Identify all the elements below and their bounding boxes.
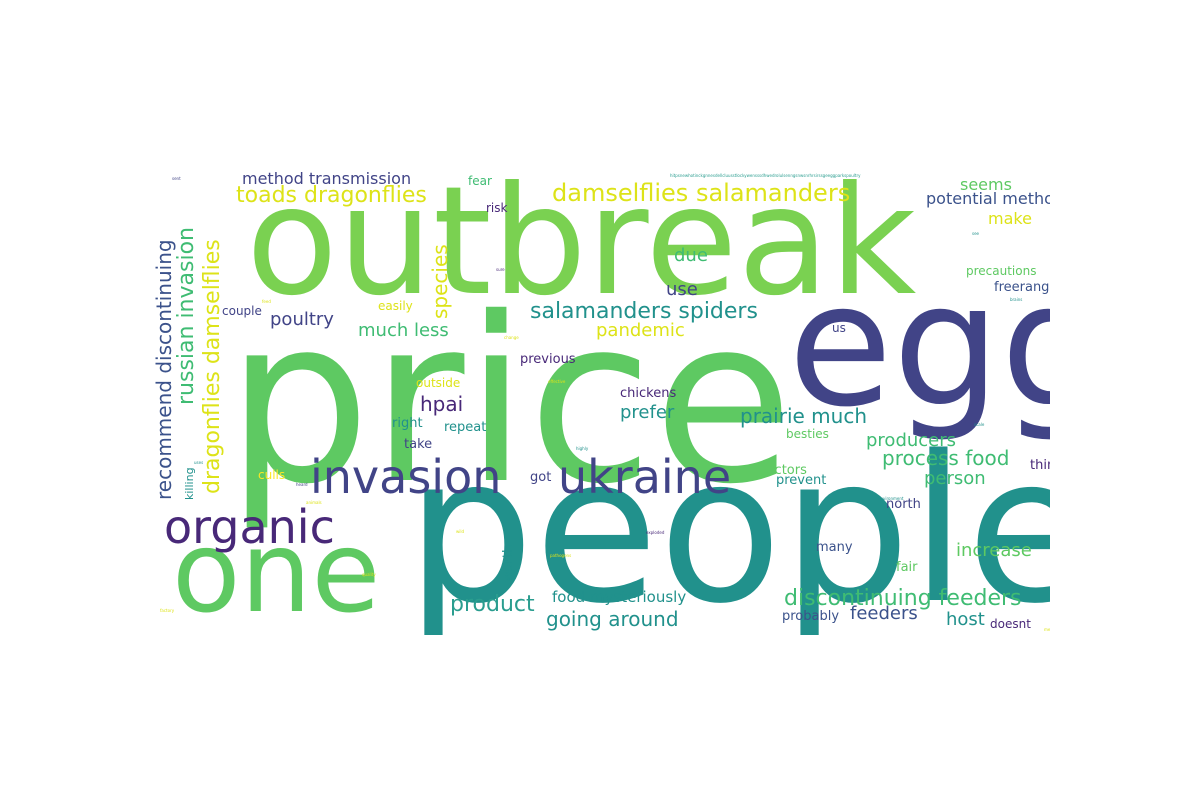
word-one: one bbox=[172, 508, 381, 635]
word-egg: egg bbox=[788, 247, 1050, 445]
word-many: many bbox=[816, 540, 853, 555]
word-organic: organic bbox=[164, 500, 335, 554]
word-damselflies-salamanders: damselflies salamanders bbox=[552, 179, 851, 207]
word-recommend-discontinuing: recommend discontinuing bbox=[152, 239, 176, 500]
word-environment: environment bbox=[878, 496, 904, 501]
word-freerange: freerange bbox=[994, 280, 1050, 295]
word-effective: effective bbox=[548, 379, 566, 384]
word-outside: outside bbox=[416, 376, 461, 390]
word-factors: factors bbox=[762, 463, 807, 478]
word-couple: couple bbox=[222, 304, 262, 318]
word-going-around: going around bbox=[546, 607, 679, 631]
word-increase: increase bbox=[956, 540, 1032, 561]
word-people: people bbox=[406, 412, 1050, 635]
word-besties: besties bbox=[786, 427, 829, 441]
word-scale: scale bbox=[974, 422, 985, 427]
word-thing: thing bbox=[1030, 458, 1050, 473]
word-poultry: poultry bbox=[270, 309, 334, 330]
word-dragonflies-damselflies: dragonflies damselflies bbox=[200, 239, 225, 494]
word-discontinuing-feeders: discontinuing feeders bbox=[784, 586, 1022, 611]
word-got: got bbox=[530, 470, 552, 485]
word-precautions: precautions bbox=[966, 264, 1037, 278]
word-quality: quality bbox=[362, 572, 376, 577]
word-potential-method: potential method bbox=[926, 189, 1050, 208]
word-method-transmission: method transmission bbox=[242, 169, 412, 188]
word-person: person bbox=[924, 468, 986, 489]
word-process-food: process food bbox=[882, 446, 1010, 470]
word-pandemic: pandemic bbox=[596, 320, 685, 341]
word-producers: producers bbox=[866, 430, 957, 451]
word-food-mysteriously: food mysteriously bbox=[552, 588, 687, 606]
word-probably: probably bbox=[782, 609, 840, 624]
word-wild: wild bbox=[456, 529, 465, 534]
word-due: due bbox=[674, 245, 708, 266]
word-product: product bbox=[450, 592, 535, 617]
word-north: north bbox=[886, 497, 921, 512]
word-use: use bbox=[666, 279, 698, 300]
word-much-less: much less bbox=[358, 320, 449, 341]
word-toads-dragonflies: toads dragonflies bbox=[236, 183, 427, 208]
word-price: price bbox=[226, 268, 794, 534]
word-sent: sent bbox=[172, 176, 181, 181]
word-long-url: hitpsnewhotinckgnnesdellcluusstlockywens… bbox=[670, 173, 861, 178]
word-salamanders-spiders: salamanders spiders bbox=[530, 299, 758, 324]
word-prairie-much: prairie much bbox=[740, 404, 868, 428]
word-cloud: outbreak price egg people one invasion u… bbox=[150, 165, 1050, 635]
word-prefer: prefer bbox=[620, 402, 675, 423]
word-factory: factory bbox=[160, 608, 175, 613]
word-hpai: hpai bbox=[420, 392, 464, 416]
word-exploded: exploded bbox=[646, 530, 665, 535]
word-highly: highly bbox=[576, 446, 589, 451]
word-seems: seems bbox=[960, 175, 1012, 194]
word-change: change bbox=[504, 335, 519, 340]
word-uses: uses bbox=[194, 460, 204, 465]
word-risk: risk bbox=[486, 201, 508, 215]
word-worth: worth bbox=[501, 544, 516, 582]
word-right: right bbox=[392, 416, 423, 431]
word-fair: fair bbox=[896, 560, 918, 575]
word-invasion: invasion bbox=[310, 450, 502, 504]
word-culls: culls bbox=[258, 468, 286, 482]
word-fear: fear bbox=[468, 174, 492, 188]
word-us: us bbox=[832, 321, 846, 335]
word-russian-invasion: russian invasion bbox=[174, 227, 199, 405]
word-ukraine: ukraine bbox=[558, 450, 732, 504]
word-heard: heard bbox=[296, 482, 308, 487]
word-easily: easily bbox=[378, 299, 413, 313]
word-animals: animals bbox=[306, 500, 322, 505]
word-chickens: chickens bbox=[620, 386, 677, 401]
word-outbreak: outbreak bbox=[246, 165, 917, 329]
word-sure: sure bbox=[496, 267, 505, 272]
word-feeders: feeders bbox=[850, 603, 918, 624]
word-brains: brains bbox=[1010, 297, 1023, 302]
word-killing: killing bbox=[183, 467, 196, 500]
word-repeat: repeat bbox=[444, 420, 487, 435]
word-host: host bbox=[946, 609, 985, 630]
word-make: make bbox=[988, 209, 1032, 228]
word-species: species bbox=[428, 244, 452, 319]
word-prevent: prevent bbox=[776, 473, 827, 488]
word-doesnt: doesnt bbox=[990, 617, 1031, 631]
word-previous: previous bbox=[520, 352, 576, 367]
word-see: see bbox=[972, 231, 980, 236]
word-feed: feed bbox=[262, 299, 271, 304]
word-take: take bbox=[404, 437, 433, 452]
word-pathogens: pathogens bbox=[550, 553, 572, 558]
